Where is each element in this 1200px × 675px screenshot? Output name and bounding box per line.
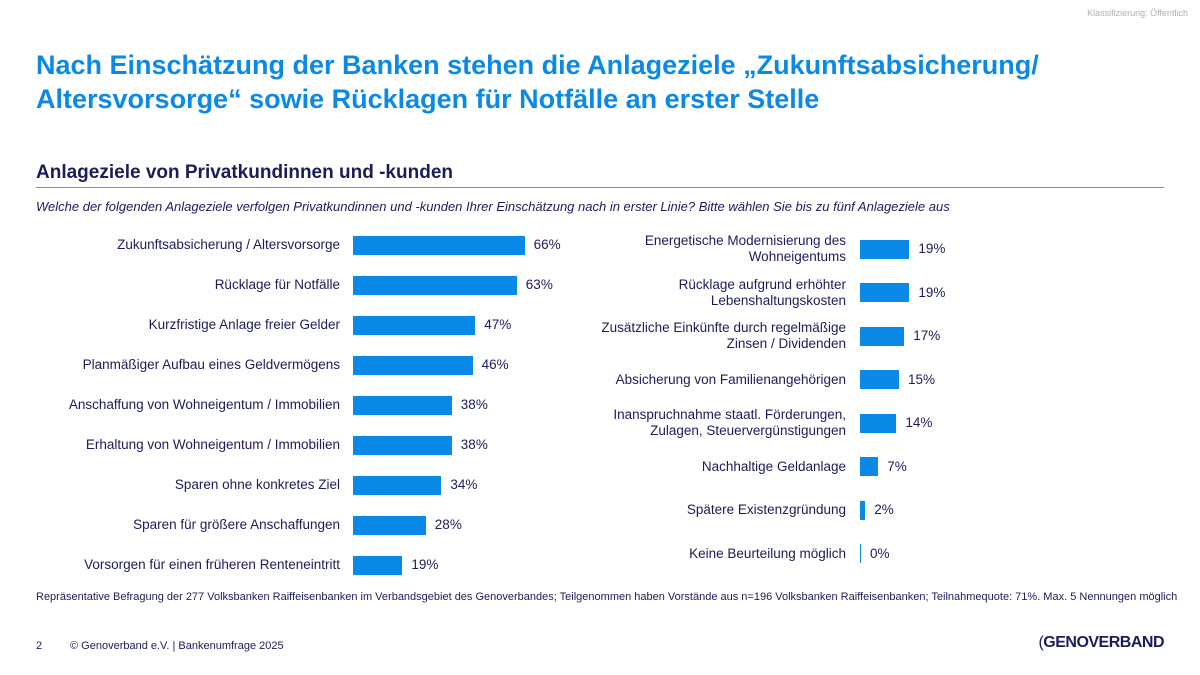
data-label: 7% xyxy=(887,458,907,474)
data-label: 63% xyxy=(525,277,553,292)
bar xyxy=(353,275,517,295)
bar xyxy=(353,235,525,255)
category-label: Keine Beurteilung möglich xyxy=(689,545,846,561)
bar xyxy=(860,370,899,389)
bar xyxy=(353,435,452,455)
footnote: Repräsentative Befragung der 277 Volksba… xyxy=(36,591,1178,603)
category-label: Sparen für größere Anschaffungen xyxy=(133,517,340,532)
data-label: 14% xyxy=(905,415,933,430)
bar xyxy=(860,326,905,346)
bar xyxy=(353,555,403,575)
data-label: 19% xyxy=(918,284,946,300)
bar xyxy=(353,395,452,415)
bar xyxy=(353,515,426,535)
category-label: Absicherung von Familienangehörigen xyxy=(615,371,846,387)
data-label: 19% xyxy=(411,557,439,572)
data-label: 2% xyxy=(874,502,894,517)
copyright: © Genoverband e.V. | Bankenumfrage 2025 xyxy=(70,640,284,652)
classification-label: Klassifizierung: Öffentlich xyxy=(1087,8,1188,18)
category-label: Zusätzliche Einkünfte durch regelmäßige … xyxy=(601,320,846,351)
chart-subtitle: Anlageziele von Privatkundinnen und -kun… xyxy=(36,162,453,183)
survey-question: Welche der folgenden Anlageziele verfolg… xyxy=(36,199,950,214)
category-label: Rücklage für Notfälle xyxy=(214,277,340,292)
bar xyxy=(353,315,476,335)
data-label: 46% xyxy=(481,357,509,372)
genoverband-logo: (GENOVERBAND xyxy=(1038,634,1164,651)
bar xyxy=(860,500,866,520)
data-label: 28% xyxy=(434,517,462,532)
data-label: 34% xyxy=(450,477,478,492)
category-label: Anschaffung von Wohneigentum / Immobilie… xyxy=(68,397,340,412)
data-label: 66% xyxy=(533,237,561,252)
category-label: Rücklage aufgrund erhöhter Lebenshaltung… xyxy=(678,276,846,308)
data-label: 0% xyxy=(870,545,890,561)
data-label: 47% xyxy=(484,317,512,332)
data-label: 38% xyxy=(460,437,488,452)
category-label: Spätere Existenzgründung xyxy=(686,502,846,517)
bar xyxy=(860,544,861,563)
divider xyxy=(36,187,1164,188)
bar xyxy=(353,475,442,495)
category-label: Energetische Modernisierung des Wohneige… xyxy=(644,233,846,264)
category-label: Planmäßiger Aufbau eines Geldvermögens xyxy=(82,357,340,372)
category-label: Sparen ohne konkretes Ziel xyxy=(174,477,340,492)
bar xyxy=(860,239,910,259)
bar xyxy=(860,413,897,433)
category-label: Zukunftsabsicherung / Altersvorsorge xyxy=(117,237,340,252)
bar xyxy=(353,355,473,375)
category-label: Erhaltung von Wohneigentum / Immobilien xyxy=(85,437,340,452)
bar xyxy=(860,283,910,302)
page-title: Nach Einschätzung der Banken stehen die … xyxy=(36,50,1039,114)
category-label: Nachhaltige Geldanlage xyxy=(701,458,846,474)
category-label: Kurzfristige Anlage freier Gelder xyxy=(148,317,340,332)
data-label: 17% xyxy=(913,328,941,343)
data-label: 38% xyxy=(460,397,488,412)
data-label: 15% xyxy=(908,371,936,387)
category-label: Inanspruchnahme staatl. Förderungen, Zul… xyxy=(613,407,846,438)
page-number: 2 xyxy=(36,640,43,652)
category-label: Vorsorgen für einen früheren Renteneintr… xyxy=(84,557,340,572)
data-label: 19% xyxy=(918,241,946,256)
bar xyxy=(860,457,879,476)
